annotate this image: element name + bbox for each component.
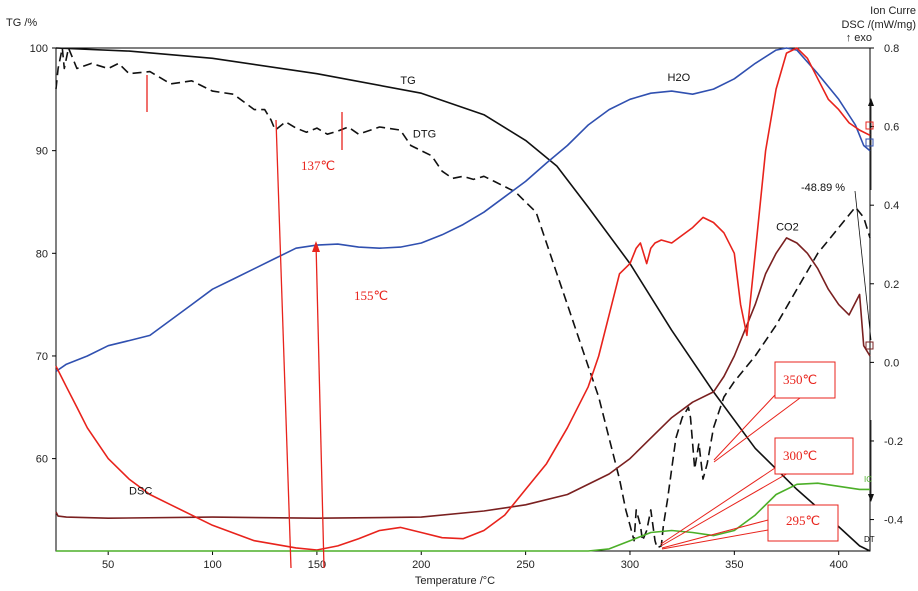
y-right-tick-label-1: -0.2 bbox=[884, 436, 903, 448]
annotation-137: 137℃ bbox=[301, 158, 335, 173]
y-left-tick-label-60: 60 bbox=[36, 454, 48, 466]
leader-300-a bbox=[660, 467, 776, 545]
leader-295-a bbox=[661, 519, 769, 549]
mass-loss-leader bbox=[854, 190, 872, 341]
end-markers: IC DT bbox=[864, 121, 875, 544]
y-left-tick-label-90: 90 bbox=[36, 146, 48, 158]
series-label-dtg: DTG bbox=[413, 128, 436, 140]
callout-text-295: 295℃ bbox=[786, 513, 820, 528]
end-marker-h2o bbox=[865, 138, 874, 147]
y-right-tick-label-6: 0.8 bbox=[884, 43, 899, 55]
marker-arrow-155 bbox=[312, 241, 320, 252]
callout-boxes: 350℃ 300℃ 295℃ bbox=[767, 361, 854, 542]
mass-loss-arrow-bottom bbox=[868, 494, 874, 502]
y-right-tick-label-0: -0.4 bbox=[884, 515, 903, 527]
series-line-tg bbox=[55, 47, 871, 552]
series-label-dsc: DSC bbox=[129, 486, 152, 498]
leader-295-b bbox=[661, 529, 769, 550]
y-left-tick-label-70: 70 bbox=[36, 351, 48, 363]
x-tick-label-350: 350 bbox=[725, 559, 743, 571]
series-label-h2o: H2O bbox=[668, 72, 691, 84]
series-line-h2o bbox=[55, 47, 871, 373]
x-axis-label: Temperature /°C bbox=[415, 575, 495, 587]
ticks-layer: 50 100 150 200 250 300 350 400 60 70 80 90 100 -0.4 -0… bbox=[30, 43, 903, 571]
temperature-markers bbox=[146, 75, 343, 569]
series-line-co2 bbox=[55, 237, 871, 519]
y-left-tick-label-100: 100 bbox=[30, 43, 48, 55]
end-marker-co2 bbox=[865, 341, 874, 350]
end-marker-dsc bbox=[865, 121, 874, 130]
callout-box-350 bbox=[774, 361, 836, 399]
x-tick-label-300: 300 bbox=[621, 559, 639, 571]
y-right-axis-label-line3: ↑ exo bbox=[846, 32, 872, 44]
series-label-tg: TG bbox=[400, 75, 415, 87]
y-left-axis-label: TG /% bbox=[6, 17, 37, 29]
x-tick-label-50: 50 bbox=[102, 559, 114, 571]
y-right-tick-label-3: 0.2 bbox=[884, 279, 899, 291]
callout-text-300: 300℃ bbox=[783, 448, 817, 463]
series-label-co2: CO2 bbox=[776, 222, 799, 234]
end-marker-label-dt: DT bbox=[864, 535, 875, 544]
callout-text-350: 350℃ bbox=[783, 372, 817, 387]
leader-350-b bbox=[713, 397, 801, 463]
x-tick-label-200: 200 bbox=[412, 559, 430, 571]
x-tick-label-150: 150 bbox=[308, 559, 326, 571]
leader-350-a bbox=[713, 394, 776, 461]
x-tick-label-100: 100 bbox=[203, 559, 221, 571]
y-right-axis-label-line1: Ion Curre bbox=[870, 5, 916, 17]
x-tick-label-250: 250 bbox=[516, 559, 534, 571]
plot-area bbox=[55, 47, 871, 552]
y-right-tick-label-4: 0.4 bbox=[884, 200, 899, 212]
series-line-green bbox=[56, 482, 870, 552]
annotation-mass-loss: -48.89 % bbox=[801, 182, 845, 194]
leader-300-b bbox=[660, 471, 791, 547]
marker-line-137 bbox=[275, 119, 292, 569]
end-marker-label-ic: IC bbox=[864, 475, 872, 484]
y-left-tick-label-80: 80 bbox=[36, 248, 48, 260]
callout-box-295 bbox=[767, 504, 839, 542]
y-right-tick-label-5: 0.6 bbox=[884, 122, 899, 134]
annotation-155: 155℃ bbox=[354, 288, 388, 303]
callout-box-300 bbox=[774, 437, 854, 475]
x-tick-label-400: 400 bbox=[830, 559, 848, 571]
marker-line-155 bbox=[315, 242, 325, 569]
series-line-dsc bbox=[55, 47, 871, 551]
mass-loss-arrow-top bbox=[868, 98, 874, 106]
series-line-dtg bbox=[55, 47, 871, 549]
series-layer: TG DTG H2O CO2 DSC bbox=[55, 47, 871, 552]
callout-leaders bbox=[660, 394, 801, 550]
y-right-tick-label-2: 0.0 bbox=[884, 357, 899, 369]
y-right-axis-label-line2: DSC /(mW/mg) bbox=[841, 19, 916, 31]
